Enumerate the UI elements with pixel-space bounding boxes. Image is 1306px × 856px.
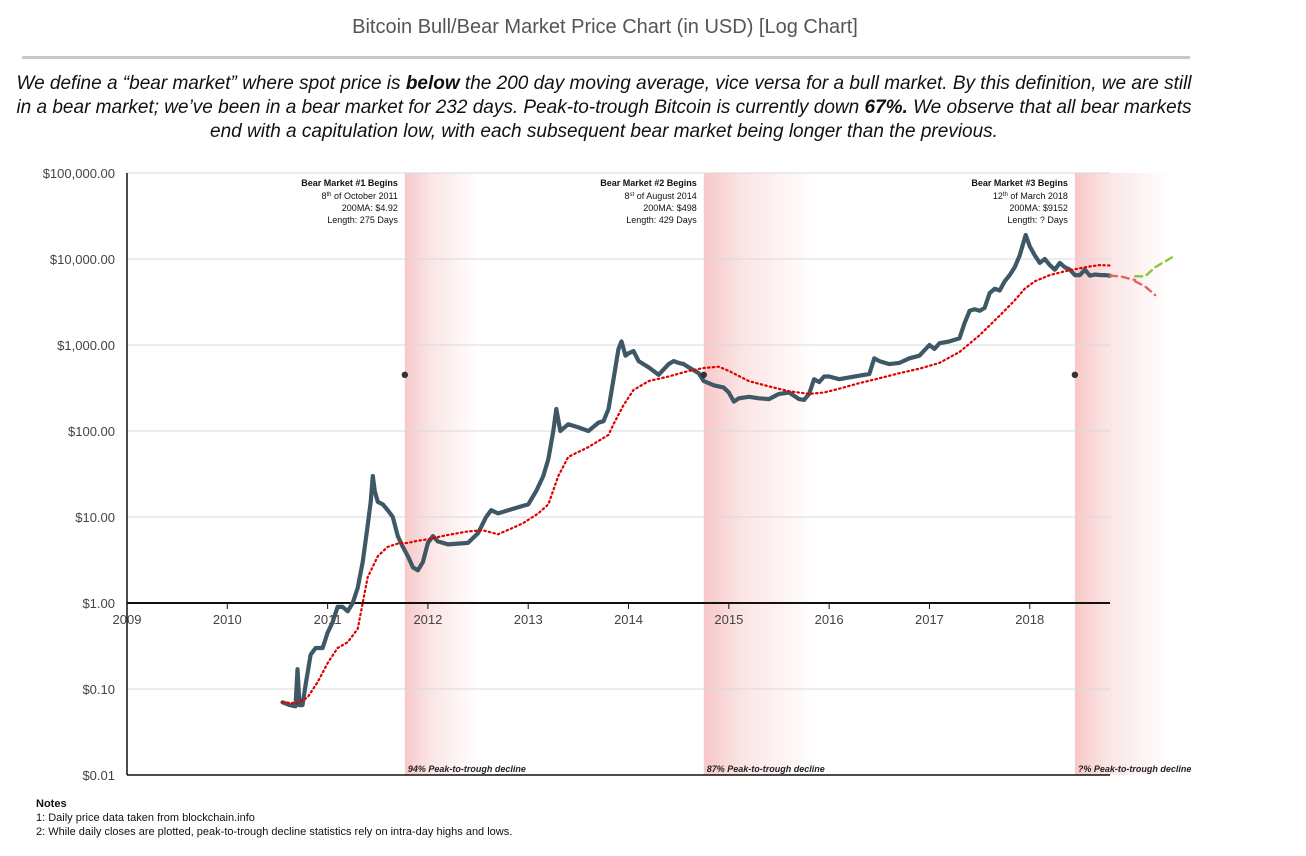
bear-market-length: Length: 275 Days: [327, 215, 398, 225]
notes-heading: Notes: [36, 798, 67, 810]
bear-market-date: 8th of October 2011: [321, 191, 397, 201]
x-tick-label: 2013: [514, 612, 543, 627]
bear-market-date-rest: of March 2018: [1008, 191, 1068, 201]
notes: Notes 1: Daily price data taken from blo…: [36, 797, 512, 839]
bear-market-marker: [700, 371, 707, 379]
bear-market-length: Length: 429 Days: [626, 215, 697, 225]
bear-market-title: Bear Market #2 Begins: [600, 178, 697, 188]
note-item: 1: Daily price data taken from blockchai…: [36, 812, 255, 824]
price-chart: $100,000.00 $10,000.00 $1,000.00 $100.00 $10…: [43, 166, 1192, 783]
bear-market-band-1: [404, 173, 481, 775]
x-tick-label: 2016: [815, 612, 844, 627]
bear-market-date: 12th of March 2018: [993, 191, 1068, 201]
gridlines: [127, 172, 1110, 690]
bear-market-date-rest: of October 2011: [331, 191, 397, 201]
bear-market-shading: [404, 173, 1171, 775]
intro-paragraph: We define a “bear market” where spot pri…: [8, 72, 1200, 144]
bear-market-date-day: 8: [321, 191, 326, 201]
bear-market-decline: ?% Peak-to-trough decline: [1078, 764, 1192, 774]
x-tick-label: 2009: [113, 612, 142, 627]
bear-market-date-suffix: st: [630, 192, 635, 198]
bear-market-marker: [1071, 371, 1079, 379]
bear-market-marker: [401, 371, 409, 379]
bear-market-length: Length: ? Days: [1007, 215, 1068, 225]
note-item: 2: While daily closes are plotted, peak-…: [36, 826, 513, 838]
y-tick-label: $100.00: [68, 424, 115, 439]
intro-bold-percent: 67%.: [864, 97, 908, 118]
y-tick-label: $0.10: [82, 682, 115, 697]
bear-market-title: Bear Market #1 Begins: [301, 178, 398, 188]
bear-market-decline: 87% Peak-to-trough decline: [707, 764, 825, 774]
y-tick-label: $1.00: [82, 596, 115, 611]
y-tick-label: $0.01: [82, 768, 115, 783]
ma200-line: [281, 264, 1112, 705]
bear-market-band-3: [1074, 173, 1171, 775]
projection-down-line: [1133, 280, 1157, 297]
bear-market-ma: 200MA: $498: [643, 203, 697, 213]
intro-text-1: We define a “bear market” where spot pri…: [16, 73, 406, 94]
bear-market-date: 8st of August 2014: [625, 191, 697, 201]
title-divider: [22, 56, 1190, 59]
bear-market-ma: 200MA: $9152: [1009, 203, 1068, 213]
axes: [126, 173, 1110, 776]
bear-market-date-rest: of August 2014: [634, 191, 697, 201]
series-lines: [280, 232, 1174, 709]
y-tick-label: $1,000.00: [57, 338, 115, 353]
price-line: [280, 232, 1113, 709]
intro-text-2: the 200 day moving average, vice versa f…: [16, 73, 1192, 118]
y-tick-label: $10.00: [75, 510, 115, 525]
bear-market-decline: 94% Peak-to-trough decline: [408, 764, 526, 774]
intro-bold-below: below: [405, 73, 460, 94]
intro-text-3: We observe that all bear markets end wit…: [210, 97, 1192, 142]
y-tick-label: $100,000.00: [43, 166, 115, 181]
bear-market-date-day: 12: [993, 191, 1003, 201]
bear-market-band-2: [703, 173, 817, 775]
x-tick-label: 2018: [1015, 612, 1044, 627]
x-tick-label: 2015: [714, 612, 743, 627]
bear-market-date-day: 8: [625, 191, 630, 201]
x-tick-label: 2010: [213, 612, 242, 627]
bear-market-date-suffix: th: [1003, 192, 1008, 198]
x-tick-label: 2017: [915, 612, 944, 627]
projection-down-line: [1108, 274, 1137, 282]
x-tick-labels: 2009 2010 2011 2012 2013 2014 2015 2016 2017 2018: [113, 603, 1044, 627]
bear-market-date-suffix: th: [326, 192, 331, 198]
bear-market-ma: 200MA: $4.92: [342, 203, 398, 213]
x-tick-label: 2011: [314, 612, 342, 627]
y-tick-label: $10,000.00: [50, 252, 115, 267]
x-tick-label: 2014: [614, 612, 643, 627]
bear-market-title: Bear Market #3 Begins: [971, 178, 1068, 188]
y-tick-labels: $100,000.00 $10,000.00 $1,000.00 $100.00 $10…: [43, 166, 115, 783]
projection-up-line: [1133, 256, 1174, 278]
x-tick-label: 2012: [413, 612, 442, 627]
chart-title: Bitcoin Bull/Bear Market Price Chart (in…: [352, 16, 858, 38]
